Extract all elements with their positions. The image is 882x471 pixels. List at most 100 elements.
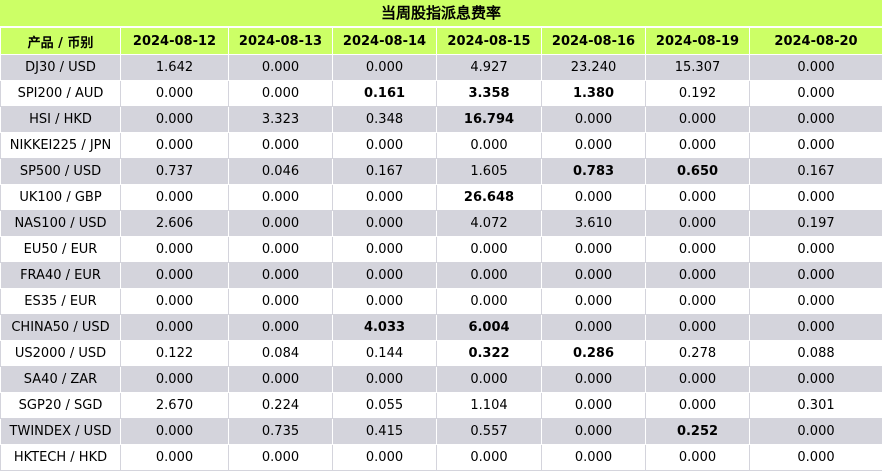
rate-cell: 0.000 <box>646 237 750 263</box>
rate-cell: 0.000 <box>750 315 882 341</box>
table-title: 当周股指派息费率 <box>0 0 882 27</box>
product-cell: EU50 / EUR <box>1 237 121 263</box>
rate-cell: 0.000 <box>750 185 882 211</box>
dividend-rate-table: 产品 / 币别 2024-08-12 2024-08-13 2024-08-14… <box>0 27 882 471</box>
rate-cell: 0.000 <box>229 55 333 81</box>
rate-cell: 0.000 <box>750 419 882 445</box>
product-cell: DJ30 / USD <box>1 55 121 81</box>
product-cell: HSI / HKD <box>1 107 121 133</box>
header-date: 2024-08-14 <box>333 28 437 55</box>
rate-cell: 0.000 <box>750 367 882 393</box>
rate-cell: 15.307 <box>646 55 750 81</box>
rate-cell: 0.000 <box>121 185 229 211</box>
rate-cell: 0.000 <box>646 211 750 237</box>
rate-cell: 0.000 <box>646 107 750 133</box>
rate-cell: 0.000 <box>542 185 646 211</box>
rate-cell: 0.000 <box>229 367 333 393</box>
rate-cell: 0.161 <box>333 81 437 107</box>
rate-cell: 0.000 <box>750 445 882 471</box>
rate-cell: 0.088 <box>750 341 882 367</box>
rate-cell: 0.000 <box>229 133 333 159</box>
rate-cell: 0.000 <box>229 315 333 341</box>
rate-cell: 0.000 <box>121 263 229 289</box>
product-cell: HKTECH / HKD <box>1 445 121 471</box>
header-date: 2024-08-19 <box>646 28 750 55</box>
rate-cell: 0.000 <box>229 81 333 107</box>
rate-cell: 0.000 <box>542 445 646 471</box>
rate-cell: 0.055 <box>333 393 437 419</box>
rate-cell: 0.167 <box>750 159 882 185</box>
rate-cell: 0.000 <box>750 107 882 133</box>
rate-cell: 0.000 <box>646 185 750 211</box>
rate-cell: 0.000 <box>121 315 229 341</box>
header-product: 产品 / 币别 <box>1 28 121 55</box>
rate-cell: 0.122 <box>121 341 229 367</box>
product-cell: NAS100 / USD <box>1 211 121 237</box>
product-cell: ES35 / EUR <box>1 289 121 315</box>
rate-cell: 0.000 <box>333 445 437 471</box>
rate-cell: 0.000 <box>750 55 882 81</box>
rate-cell: 0.000 <box>542 393 646 419</box>
rate-cell: 0.000 <box>750 237 882 263</box>
rate-cell: 1.104 <box>437 393 542 419</box>
rate-cell: 0.000 <box>333 55 437 81</box>
rate-cell: 0.000 <box>437 133 542 159</box>
rate-cell: 1.605 <box>437 159 542 185</box>
rate-cell: 0.735 <box>229 419 333 445</box>
rate-cell: 0.000 <box>646 445 750 471</box>
rate-cell: 0.783 <box>542 159 646 185</box>
rate-cell: 4.927 <box>437 55 542 81</box>
rate-cell: 0.000 <box>229 237 333 263</box>
rate-cell: 3.358 <box>437 81 542 107</box>
product-cell: SA40 / ZAR <box>1 367 121 393</box>
rate-cell: 0.000 <box>646 289 750 315</box>
rate-cell: 3.610 <box>542 211 646 237</box>
rate-cell: 0.000 <box>333 289 437 315</box>
rate-cell: 0.286 <box>542 341 646 367</box>
rate-cell: 0.144 <box>333 341 437 367</box>
product-cell: TWINDEX / USD <box>1 419 121 445</box>
rate-cell: 0.000 <box>437 237 542 263</box>
header-row: 产品 / 币别 2024-08-12 2024-08-13 2024-08-14… <box>1 28 882 55</box>
rate-cell: 4.072 <box>437 211 542 237</box>
product-cell: CHINA50 / USD <box>1 315 121 341</box>
rate-cell: 0.197 <box>750 211 882 237</box>
product-cell: SGP20 / SGD <box>1 393 121 419</box>
rate-cell: 3.323 <box>229 107 333 133</box>
rate-cell: 0.000 <box>333 237 437 263</box>
rate-cell: 0.000 <box>229 445 333 471</box>
rate-cell: 0.000 <box>542 315 646 341</box>
rate-cell: 0.000 <box>121 367 229 393</box>
rate-cell: 0.000 <box>121 289 229 315</box>
rate-cell: 16.794 <box>437 107 542 133</box>
rate-cell: 0.000 <box>646 315 750 341</box>
rate-cell: 0.000 <box>542 367 646 393</box>
rate-cell: 2.606 <box>121 211 229 237</box>
rate-cell: 0.000 <box>121 81 229 107</box>
rate-cell: 2.670 <box>121 393 229 419</box>
rate-cell: 0.000 <box>121 133 229 159</box>
rate-cell: 1.380 <box>542 81 646 107</box>
product-cell: NIKKEI225 / JPN <box>1 133 121 159</box>
rate-cell: 0.301 <box>750 393 882 419</box>
rate-cell: 0.000 <box>646 367 750 393</box>
rate-cell: 0.000 <box>229 289 333 315</box>
rate-cell: 0.000 <box>542 263 646 289</box>
product-cell: SPI200 / AUD <box>1 81 121 107</box>
rate-cell: 0.252 <box>646 419 750 445</box>
rate-cell: 0.000 <box>750 81 882 107</box>
rate-cell: 0.000 <box>750 263 882 289</box>
rate-cell: 0.000 <box>646 133 750 159</box>
